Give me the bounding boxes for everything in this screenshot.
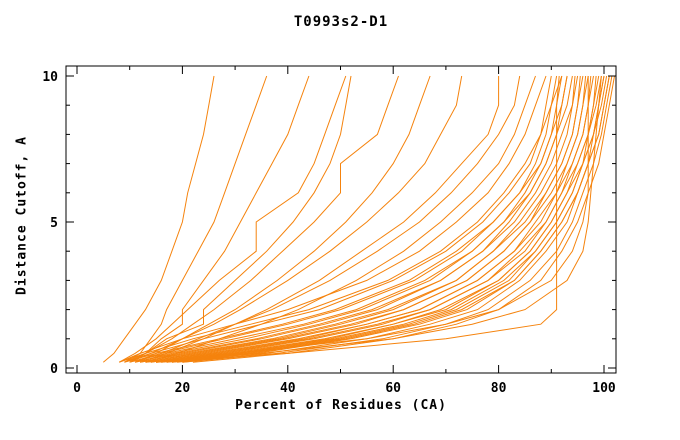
model-curve bbox=[177, 75, 605, 363]
model-curve bbox=[150, 75, 594, 363]
model-curve bbox=[145, 75, 576, 363]
model-curve bbox=[134, 75, 521, 363]
model-curve bbox=[182, 75, 613, 363]
model-curve bbox=[171, 75, 610, 363]
x-tick-label: 20 bbox=[175, 381, 191, 396]
model-curve bbox=[124, 75, 568, 363]
model-curve bbox=[118, 75, 347, 363]
x-tick-label: 60 bbox=[385, 381, 401, 396]
model-curve bbox=[129, 75, 310, 363]
model-curve bbox=[119, 75, 563, 363]
model-curve bbox=[134, 75, 579, 363]
y-tick-label: 0 bbox=[50, 362, 58, 377]
model-curve bbox=[145, 76, 589, 363]
x-tick-label: 40 bbox=[280, 381, 296, 396]
model-curve bbox=[129, 75, 558, 363]
model-curve bbox=[124, 75, 268, 363]
model-curve bbox=[145, 75, 589, 363]
x-tick-label: 0 bbox=[73, 381, 81, 396]
y-tick-label: 10 bbox=[42, 70, 58, 85]
model-curve bbox=[124, 75, 399, 363]
model-curve bbox=[119, 75, 547, 363]
model-curve bbox=[192, 75, 615, 363]
y-tick-label: 5 bbox=[50, 216, 58, 231]
model-curve bbox=[161, 75, 592, 363]
model-curve bbox=[129, 75, 352, 363]
x-tick-label: 80 bbox=[491, 381, 507, 396]
model-curve bbox=[102, 75, 215, 363]
model-curve bbox=[140, 75, 584, 363]
chart-title: T0993s2-D1 bbox=[293, 14, 389, 30]
x-axis-label: Percent of Residues (CA) bbox=[235, 398, 447, 413]
model-curve bbox=[166, 75, 608, 363]
x-tick-label: 100 bbox=[592, 381, 616, 396]
model-curve bbox=[129, 75, 573, 363]
model-curve bbox=[171, 75, 602, 363]
